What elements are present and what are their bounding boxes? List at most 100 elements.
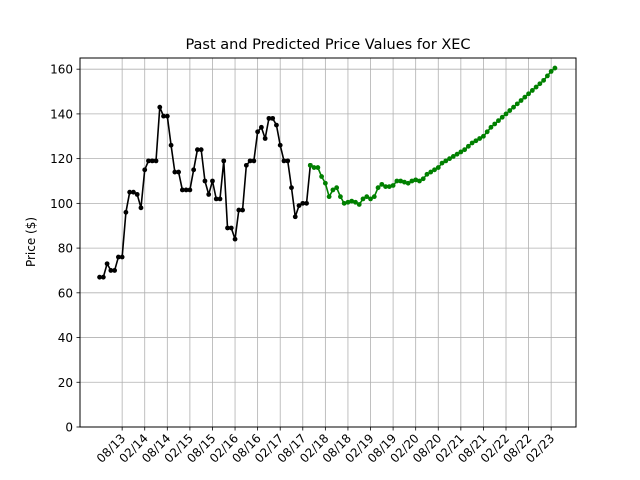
data-point [255,129,261,135]
y-axis: 0 20 40 60 80 100 120 140 160 [50,63,80,435]
chart-title: Past and Predicted Price Values for XEC [185,37,470,53]
data-point [488,124,494,130]
data-point [390,183,396,188]
data-point [544,73,550,79]
plot-frame [79,57,577,428]
data-point [537,81,543,87]
data-point [503,111,509,117]
y-tick-label: 120 [50,152,73,166]
y-tick-label: 20 [58,376,73,390]
data-point [492,121,498,127]
data-point [187,187,193,193]
data-point [417,178,422,184]
data-point [454,151,460,157]
data-point [473,138,479,144]
data-point [409,178,415,184]
data-point [526,91,531,97]
data-point [439,160,445,166]
data-point [450,154,456,159]
data-point [345,199,351,205]
y-tick-label: 80 [58,242,73,256]
data-point [379,181,385,187]
data-point [266,115,272,121]
data-point [195,147,200,153]
data-point [511,104,516,110]
data-point [179,187,185,193]
data-point [552,65,558,71]
data-point [413,177,419,183]
data-point [341,200,347,206]
y-tick-label: 140 [50,107,73,121]
data-point [240,207,245,213]
data-point [217,196,223,202]
series-layer [97,65,558,280]
y-tick-label: 40 [58,331,73,345]
data-point [458,149,464,155]
data-point [138,205,144,211]
data-point [322,180,328,186]
data-point [349,198,355,204]
data-point [210,178,215,184]
data-point [496,118,501,124]
data-point [236,207,242,213]
data-point [183,187,189,193]
data-point [353,199,358,205]
data-point [262,136,268,141]
data-point [405,180,411,186]
data-point [270,115,276,121]
data-point [368,196,373,202]
data-point [164,113,170,119]
data-point [371,194,377,200]
data-point [221,158,227,164]
data-point [334,185,340,191]
data-point [398,178,404,184]
data-point [134,192,140,197]
data-point [213,196,219,202]
data-point [296,203,302,209]
data-point [172,169,178,175]
data-point [289,185,294,191]
data-point [428,169,434,175]
data-point [115,254,121,260]
data-point [108,268,114,273]
y-tick-label: 60 [58,286,73,300]
data-point [477,136,483,141]
data-point [258,124,264,130]
data-point [142,167,148,173]
data-point [469,140,475,146]
data-point [522,94,528,100]
data-point [394,178,400,184]
data-point [277,142,283,148]
data-point [319,174,325,179]
data-point [447,156,452,162]
data-point [518,98,524,103]
data-point [435,165,441,170]
y-tick-label: 0 [65,421,73,435]
data-point [300,200,306,206]
data-point [247,158,253,164]
data-point [499,114,505,120]
data-point [401,179,407,185]
data-point [157,104,163,110]
data-point [97,274,102,280]
data-point [432,167,437,173]
data-point [304,200,309,206]
y-tick-label: 160 [50,63,73,77]
data-point [529,88,535,93]
data-point [462,147,468,153]
data-point [285,158,291,164]
data-point [225,225,230,231]
data-point [465,143,471,149]
data-point [338,194,343,200]
data-point [243,162,249,168]
data-point [251,158,257,164]
y-axis-label: Price ($) [24,217,38,267]
data-point [364,194,370,200]
data-point [149,158,155,164]
data-point [330,187,336,193]
data-point [274,122,279,128]
data-point [191,167,197,173]
data-point [311,165,317,170]
